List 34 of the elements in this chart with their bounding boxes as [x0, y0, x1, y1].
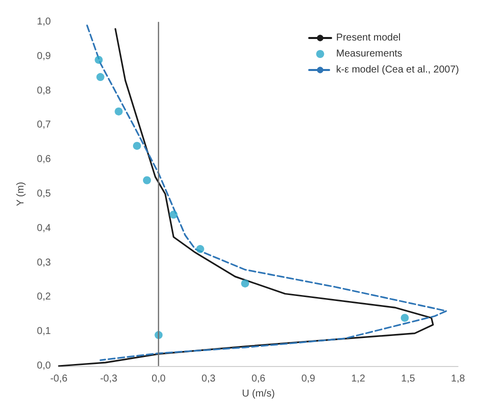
- y-tick-label: 0,1: [36, 326, 52, 338]
- x-tick-label: 1,8: [451, 374, 466, 384]
- legend-label: k-ε model (Cea et al., 2007): [336, 64, 460, 76]
- x-tick-label: 1,2: [351, 374, 366, 384]
- point: [196, 245, 204, 254]
- y-tick-label: 1,0: [36, 16, 52, 28]
- x-tick-label: 0,9: [301, 374, 316, 384]
- y-tick-label: 0,3: [36, 257, 52, 268]
- y-tick-label: 0,6: [36, 154, 52, 166]
- y-tick-label: 0,7: [36, 120, 52, 131]
- x-tick-label: -0,3: [100, 374, 118, 384]
- y-tick-label: 0,8: [36, 85, 52, 96]
- y-tick-label: 0,5: [36, 188, 52, 200]
- y-tick-label: 0,9: [36, 50, 52, 62]
- legend-label: Measurements: [336, 48, 402, 60]
- point: [132, 142, 141, 150]
- point: [94, 56, 103, 64]
- x-axis-title: U (m/s): [242, 388, 275, 400]
- x-tick-label: 0,3: [202, 374, 216, 384]
- y-tick-label: 0,4: [36, 222, 52, 234]
- y-tick-label: 0,0: [36, 360, 52, 372]
- point: [142, 176, 151, 184]
- x-tick-label: -0,6: [50, 374, 68, 384]
- y-axis-title: Y (m): [16, 182, 26, 206]
- x-tick-label: 1,5: [401, 374, 416, 384]
- legend-label: Present model: [336, 32, 401, 44]
- y-tick-label: 0,2: [36, 292, 52, 303]
- point: [114, 107, 123, 116]
- x-tick-label: 0,0: [152, 374, 166, 384]
- point: [241, 279, 250, 288]
- x-tick-label: 0,6: [251, 374, 266, 384]
- point: [96, 73, 104, 82]
- point: [170, 210, 178, 219]
- point: [400, 314, 409, 322]
